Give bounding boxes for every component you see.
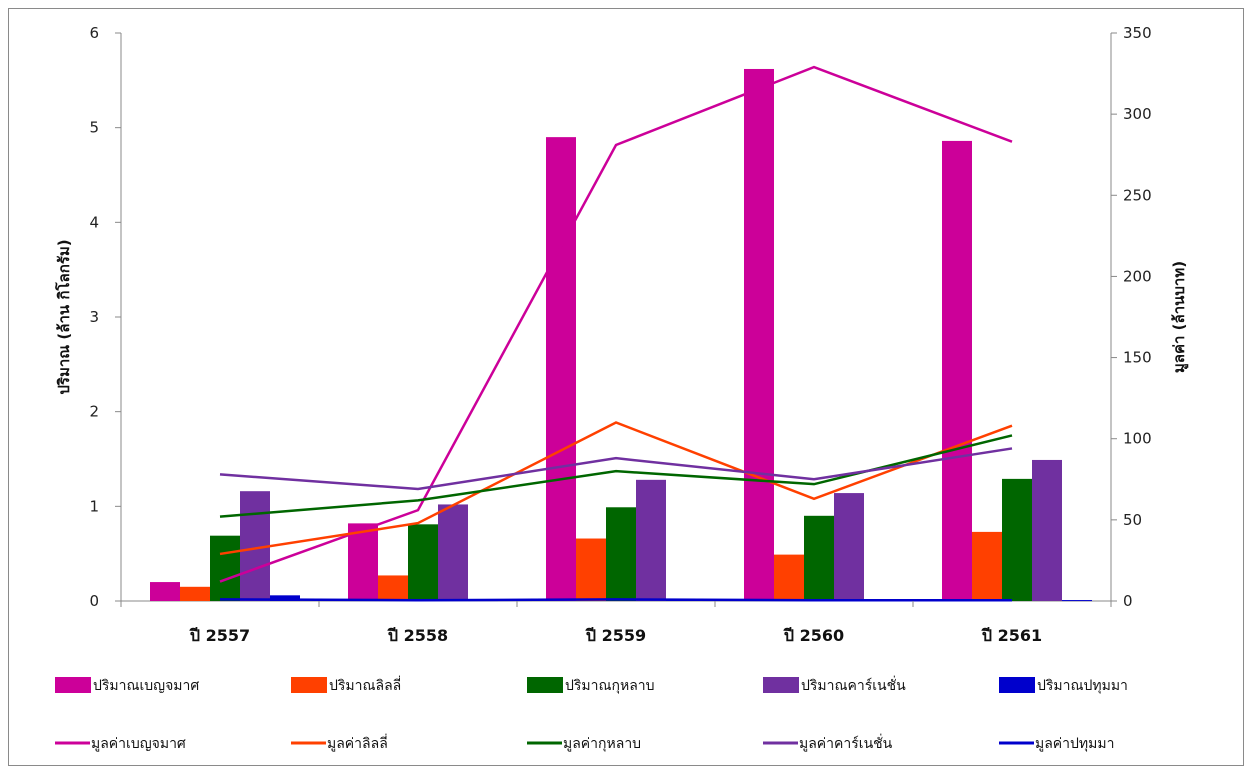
legend-label: มูลค่ากุหลาบ xyxy=(563,736,641,752)
bar xyxy=(438,504,468,601)
x-tick-label: ปี 2557 xyxy=(188,626,250,645)
bar xyxy=(834,493,864,601)
y-tick-label-left: 2 xyxy=(89,403,99,421)
legend-label: มูลค่าเบญจมาศ xyxy=(91,736,186,752)
x-tick-label: ปี 2561 xyxy=(980,626,1042,645)
bar xyxy=(408,524,438,601)
bar xyxy=(774,554,804,601)
bar xyxy=(636,479,666,601)
legend-label: ปริมาณกุหลาบ xyxy=(565,678,655,694)
bar xyxy=(972,531,1002,601)
chart-frame xyxy=(8,8,1244,766)
y-tick-label-left: 3 xyxy=(89,308,99,326)
bar xyxy=(1032,459,1062,601)
legend-label: ปริมาณเบญจมาศ xyxy=(93,678,199,694)
y-tick-label-right: 100 xyxy=(1123,430,1152,448)
y-tick-label-right: 0 xyxy=(1123,592,1133,610)
legend-label: ปริมาณปทุมมา xyxy=(1037,678,1128,694)
bar xyxy=(1002,478,1032,601)
bar xyxy=(210,535,240,601)
series-line xyxy=(219,598,1012,602)
legend-swatch xyxy=(291,677,327,693)
y-tick-label-left: 0 xyxy=(89,592,99,610)
lines xyxy=(219,65,1013,602)
bar xyxy=(942,140,972,602)
series-line xyxy=(219,434,1013,518)
legend-label: ปริมาณคาร์เนชั่น xyxy=(801,676,906,694)
legend: ปริมาณเบญจมาศ ปริมาณลิลลี่ ปริมาณกุหลาบ ปริ… xyxy=(55,676,1128,752)
y-tick-label-right: 250 xyxy=(1123,186,1152,204)
bar xyxy=(606,507,636,601)
y-tick-label-right: 50 xyxy=(1123,511,1142,529)
legend-label: ปริมาณลิลลี่ xyxy=(329,676,401,694)
y-tick-label-left: 1 xyxy=(89,497,99,515)
y-tick-label-left: 5 xyxy=(89,119,99,137)
y-tick-label-left: 6 xyxy=(89,24,99,42)
x-tick-label: ปี 2558 xyxy=(386,626,448,645)
legend-swatch xyxy=(527,677,563,693)
legend-swatch xyxy=(999,677,1035,693)
category-labels: ปี 2557 ปี 2558 ปี 2559 ปี 2560 ปี 2561 xyxy=(120,601,1112,645)
y-tick-label-right: 150 xyxy=(1123,349,1152,367)
legend-label: มูลค่าคาร์เนชั่น xyxy=(799,734,893,752)
bars xyxy=(150,68,1092,602)
bar xyxy=(180,586,210,601)
bar xyxy=(744,68,774,602)
bar xyxy=(378,575,408,601)
bar xyxy=(348,523,378,601)
legend-label: มูลค่าลิลลี่ xyxy=(327,734,388,752)
bar xyxy=(546,137,576,601)
y-axis-left-label: ปริมาณ (ล้าน กิโลกรัม) xyxy=(54,239,73,394)
x-tick-label: ปี 2560 xyxy=(782,626,844,645)
legend-swatch xyxy=(55,677,91,693)
series-line xyxy=(219,447,1013,491)
series-line xyxy=(219,65,1013,583)
bar xyxy=(150,582,180,601)
y-tick-label-right: 200 xyxy=(1123,267,1152,285)
legend-label: มูลค่าปทุมมา xyxy=(1035,736,1114,752)
y-ticks-right: 0 50 100 150 200 250 300 350 xyxy=(1111,24,1152,610)
y-tick-label-right: 350 xyxy=(1123,24,1152,42)
legend-swatch xyxy=(763,677,799,693)
x-tick-label: ปี 2559 xyxy=(584,626,646,645)
y-tick-label-right: 300 xyxy=(1123,105,1152,123)
y-axis-right-label: มูลค่า (ล้านบาท) xyxy=(1170,261,1189,373)
y-ticks-left: 0 1 2 3 4 5 6 xyxy=(89,24,121,610)
bar xyxy=(270,595,300,601)
bar xyxy=(576,538,606,601)
bar xyxy=(804,515,834,601)
bar xyxy=(1062,600,1092,602)
y-tick-label-left: 4 xyxy=(89,213,99,231)
series-line xyxy=(219,421,1013,556)
